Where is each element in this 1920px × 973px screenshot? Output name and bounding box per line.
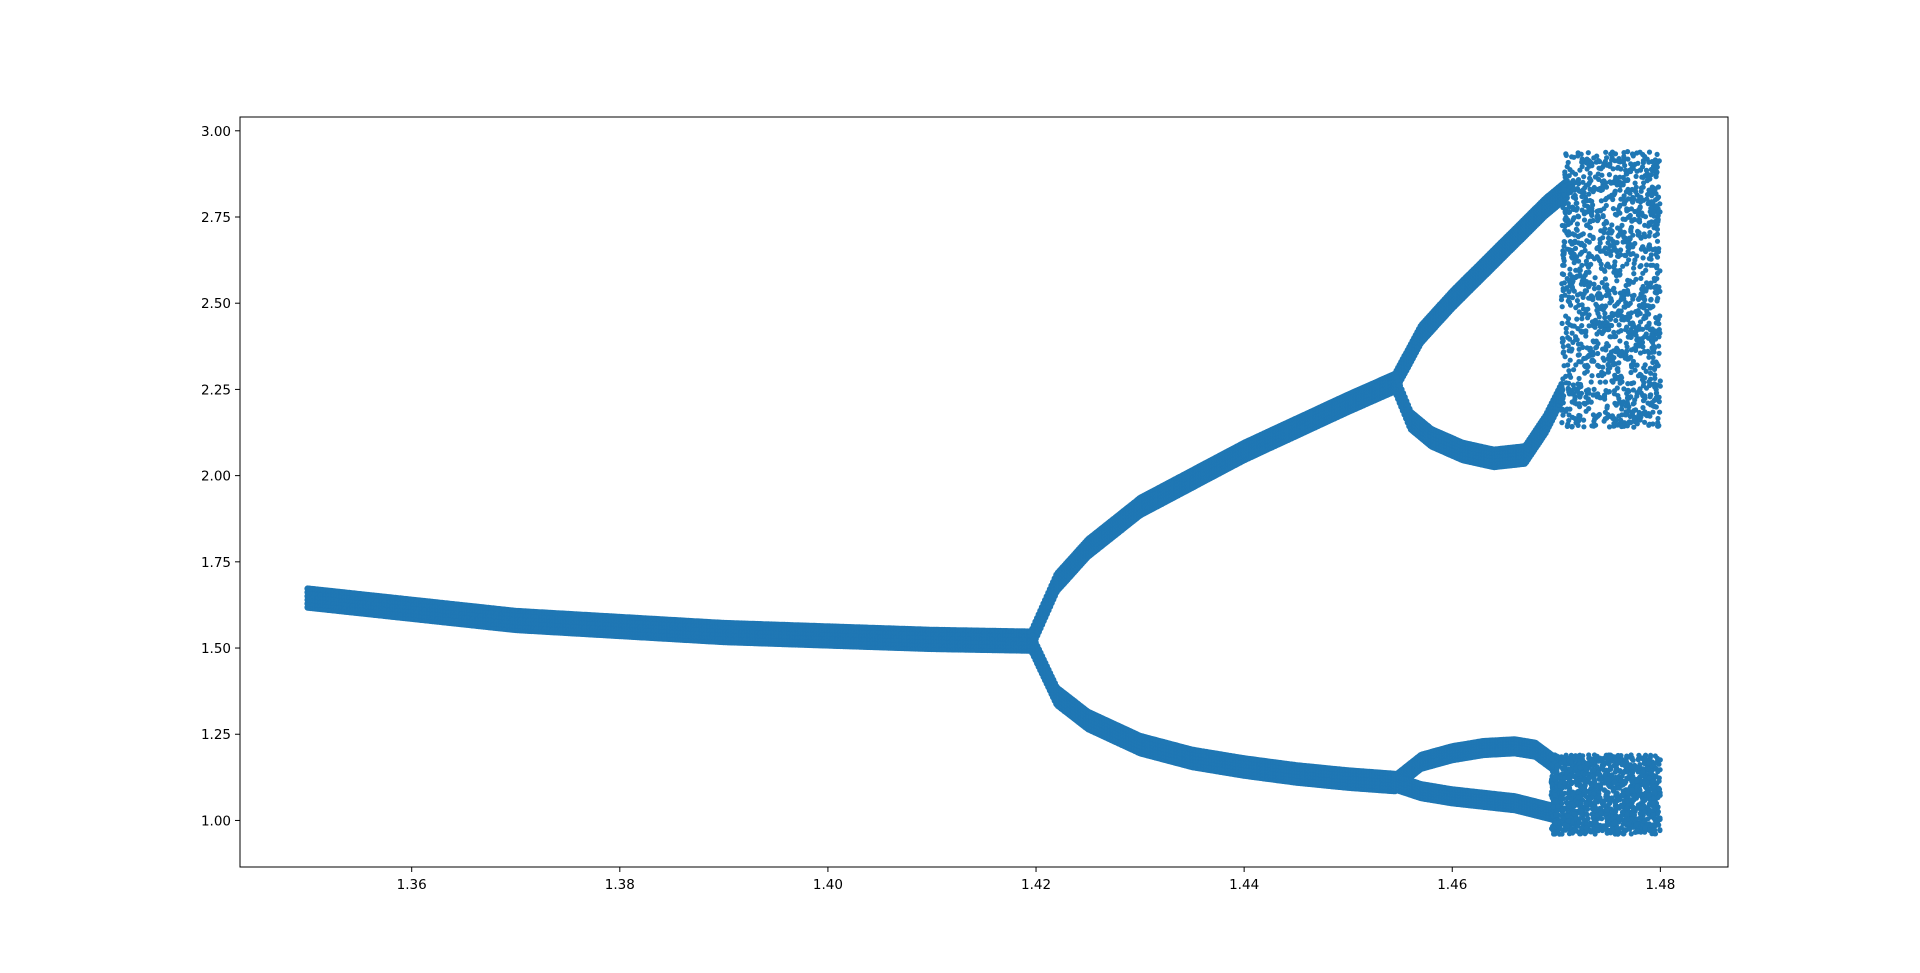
- scatter-points: [304, 149, 1663, 837]
